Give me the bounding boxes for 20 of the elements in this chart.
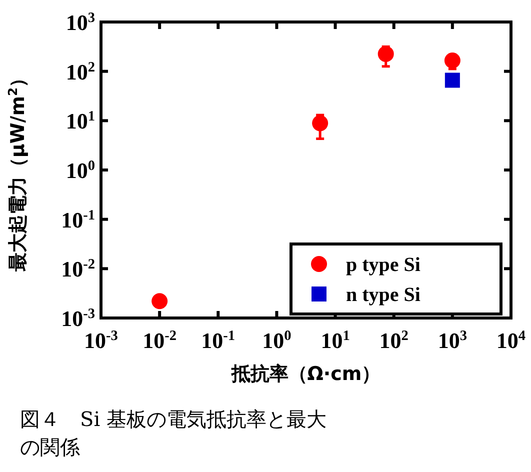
y-tick-label: 10$^{1}$ [66, 108, 95, 134]
x-tick-label: 10$^{4}$ [496, 328, 526, 353]
y-tick-label: 10$^{0}$ [66, 158, 95, 183]
y-tick-label: 10$^{-3}$ [61, 306, 95, 331]
y-tick-label: 10$^{3}$ [66, 10, 95, 35]
x-tick-label: 10$^{2}$ [379, 328, 408, 353]
caption: 図４ Si 基板の電気抵抗率と最大 [20, 407, 326, 431]
x-tick-label: 10$^{3}$ [438, 328, 468, 353]
x-tick-label: 10$^{-3}$ [84, 328, 118, 353]
x-tick-label: 10$^{-2}$ [142, 328, 177, 353]
x-axis-title: 抵抗率（Ω·cm） [230, 363, 381, 385]
y-tick-label: 10$^{-2}$ [61, 256, 95, 282]
x-tick-label: 10$^{0}$ [262, 328, 292, 353]
legend-label: n type Si [346, 284, 421, 306]
y-tick-label: 10$^{2}$ [66, 59, 95, 84]
x-tick-label: 10$^{1}$ [320, 328, 350, 353]
x-tick-label: 10$^{-1}$ [201, 328, 236, 353]
y-tick-label: 10$^{-1}$ [61, 207, 95, 232]
text: の関係 [20, 435, 80, 459]
legend-label: p type Si [346, 254, 421, 276]
